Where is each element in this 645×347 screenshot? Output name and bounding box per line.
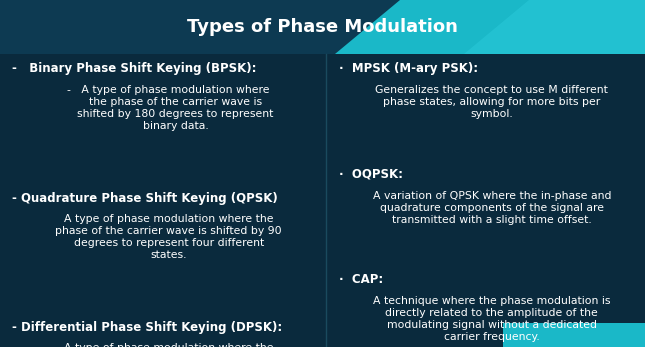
Text: -   Binary Phase Shift Keying (BPSK):: - Binary Phase Shift Keying (BPSK):: [12, 62, 256, 75]
FancyBboxPatch shape: [503, 323, 645, 347]
Text: Generalizes the concept to use M different
phase states, allowing for more bits : Generalizes the concept to use M differe…: [375, 85, 608, 119]
Text: A variation of QPSK where the in-phase and
quadrature components of the signal a: A variation of QPSK where the in-phase a…: [373, 191, 611, 225]
Text: -   A type of phase modulation where
    the phase of the carrier wave is
    sh: - A type of phase modulation where the p…: [63, 85, 274, 131]
Text: ·  CAP:: · CAP:: [339, 273, 383, 286]
Text: - Quadrature Phase Shift Keying (QPSK): - Quadrature Phase Shift Keying (QPSK): [12, 192, 277, 204]
Polygon shape: [335, 0, 645, 54]
Text: A type of phase modulation where the
phase of the carrier wave is shifted
relati: A type of phase modulation where the pha…: [64, 343, 273, 347]
Polygon shape: [464, 0, 645, 54]
Text: A technique where the phase modulation is
directly related to the amplitude of t: A technique where the phase modulation i…: [373, 296, 611, 342]
Text: A type of phase modulation where the
phase of the carrier wave is shifted by 90
: A type of phase modulation where the pha…: [55, 214, 282, 260]
Text: Types of Phase Modulation: Types of Phase Modulation: [187, 18, 458, 36]
Text: ·  OQPSK:: · OQPSK:: [339, 168, 402, 181]
Text: ·  MPSK (M-ary PSK):: · MPSK (M-ary PSK):: [339, 62, 478, 75]
FancyBboxPatch shape: [0, 0, 645, 54]
Text: - Differential Phase Shift Keying (DPSK):: - Differential Phase Shift Keying (DPSK)…: [12, 321, 282, 333]
